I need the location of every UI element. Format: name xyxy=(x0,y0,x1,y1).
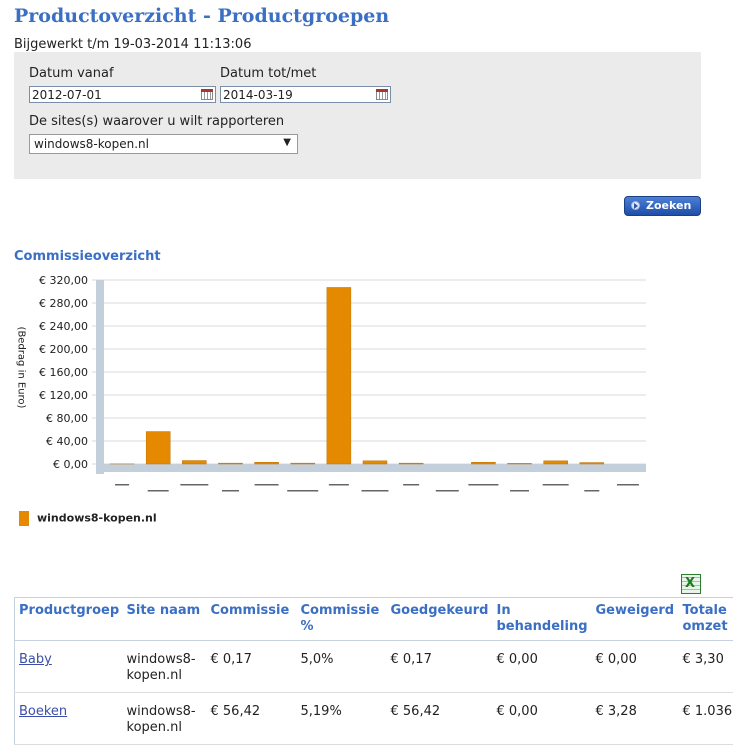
table-cell: 5,19% xyxy=(297,693,387,745)
product-group-link[interactable]: Boeken xyxy=(19,704,67,719)
chart-bar xyxy=(544,461,568,464)
x-category-label xyxy=(468,484,498,486)
y-tick-label: € 160,00 xyxy=(39,366,88,379)
x-axis-labels xyxy=(115,484,639,492)
excel-export-icon[interactable] xyxy=(681,574,701,594)
chart-gridlines xyxy=(92,280,646,472)
column-header: Productgroep xyxy=(15,598,123,641)
x-category-label xyxy=(222,490,239,492)
column-header: In behandeling xyxy=(493,598,592,641)
date-from-input[interactable]: 2012-07-01 xyxy=(29,86,216,103)
product-group-link[interactable]: Baby xyxy=(19,652,52,667)
table-cell: windows8-kopen.nl xyxy=(123,641,207,693)
site-select[interactable]: windows8-kopen.nl ▼ xyxy=(29,134,298,154)
chart-section-title: Commissieoverzicht xyxy=(14,249,161,264)
column-header: Commissie xyxy=(207,598,297,641)
chart-bar xyxy=(182,461,206,464)
filter-panel: Datum vanaf 2012-07-01 Datum tot/met 201… xyxy=(14,52,701,179)
table-cell: € 0,17 xyxy=(387,641,493,693)
x-category-label xyxy=(180,484,208,486)
x-category-label xyxy=(329,484,349,486)
y-axis-ticks: € 0,00 € 40,00 € 80,00 € 120,00 € 160,00 € 20… xyxy=(39,274,88,471)
legend-label: windows8-kopen.nl xyxy=(37,512,157,525)
date-to-value: 2014-03-19 xyxy=(223,88,293,102)
y-tick-label: € 200,00 xyxy=(39,343,88,356)
chart-bar xyxy=(255,462,279,464)
product-group-cell: Boeken xyxy=(15,693,123,745)
x-category-label xyxy=(510,490,529,492)
y-tick-label: € 320,00 xyxy=(39,274,88,287)
table-cell: € 0,17 xyxy=(207,641,297,693)
x-category-label xyxy=(584,490,599,492)
table-cell: € 0,00 xyxy=(493,693,592,745)
chart-bar xyxy=(508,463,532,464)
chart-bar xyxy=(363,461,387,464)
search-button[interactable]: Zoeken xyxy=(624,196,701,216)
date-from-label: Datum vanaf xyxy=(29,66,114,81)
y-tick-label: € 280,00 xyxy=(39,297,88,310)
x-category-label xyxy=(287,490,318,492)
date-to-input[interactable]: 2014-03-19 xyxy=(220,86,391,103)
sites-label: De sites(s) waarover u wilt rapporteren xyxy=(29,114,284,129)
column-header: Commissie % xyxy=(297,598,387,641)
table-cell: € 1.036 xyxy=(679,693,733,745)
table-cell: € 56,42 xyxy=(387,693,493,745)
chart-legend: windows8-kopen.nl xyxy=(19,511,157,526)
table-cell: € 56,42 xyxy=(207,693,297,745)
page-title: Productoverzicht - Productgroepen xyxy=(14,5,389,27)
column-header: Site naam xyxy=(123,598,207,641)
chart-bar xyxy=(399,463,423,464)
play-icon xyxy=(631,201,640,210)
x-category-label xyxy=(436,490,459,492)
legend-swatch xyxy=(19,511,29,526)
chevron-down-icon[interactable]: ▼ xyxy=(283,137,291,148)
table-cell: € 3,30 xyxy=(679,641,733,693)
chart-bar xyxy=(327,287,351,464)
chart-bar xyxy=(291,463,315,464)
table-cell: windows8-kopen.nl xyxy=(123,693,207,745)
y-axis-wall xyxy=(96,280,104,474)
calendar-icon[interactable] xyxy=(376,89,388,100)
table-cell: € 3,28 xyxy=(592,693,679,745)
calendar-icon[interactable] xyxy=(201,89,213,100)
search-button-label: Zoeken xyxy=(646,199,691,212)
x-category-label xyxy=(255,484,279,486)
y-tick-label: € 40,00 xyxy=(46,435,88,448)
site-select-value: windows8-kopen.nl xyxy=(34,137,149,151)
x-category-label xyxy=(403,484,419,486)
y-tick-label: € 240,00 xyxy=(39,320,88,333)
chart-bars xyxy=(110,287,604,464)
commission-chart: € 0,00 € 40,00 € 80,00 € 120,00 € 160,00 € 20… xyxy=(0,270,733,500)
date-from-value: 2012-07-01 xyxy=(32,88,102,102)
x-category-label xyxy=(362,490,389,492)
chart-bar xyxy=(146,432,170,464)
chart-bar xyxy=(218,463,242,464)
x-category-label xyxy=(115,484,129,486)
x-axis-floor xyxy=(96,464,646,472)
product-group-cell: Baby xyxy=(15,641,123,693)
y-tick-label: € 80,00 xyxy=(46,412,88,425)
table-cell: 5,0% xyxy=(297,641,387,693)
x-category-label xyxy=(543,484,569,486)
date-to-label: Datum tot/met xyxy=(220,66,316,81)
y-tick-label: € 0,00 xyxy=(53,458,88,471)
column-header: Geweigerd xyxy=(592,598,679,641)
y-tick-label: € 120,00 xyxy=(39,389,88,402)
chart-bar xyxy=(471,462,495,464)
x-category-label xyxy=(617,484,639,486)
last-updated-text: Bijgewerkt t/m 19-03-2014 11:13:06 xyxy=(14,37,251,52)
chart-bar xyxy=(580,463,604,464)
x-category-label xyxy=(148,490,169,492)
table-cell: € 0,00 xyxy=(493,641,592,693)
column-header: Goedgekeurd xyxy=(387,598,493,641)
column-header: Totale omzet xyxy=(679,598,733,641)
table-cell: € 0,00 xyxy=(592,641,679,693)
